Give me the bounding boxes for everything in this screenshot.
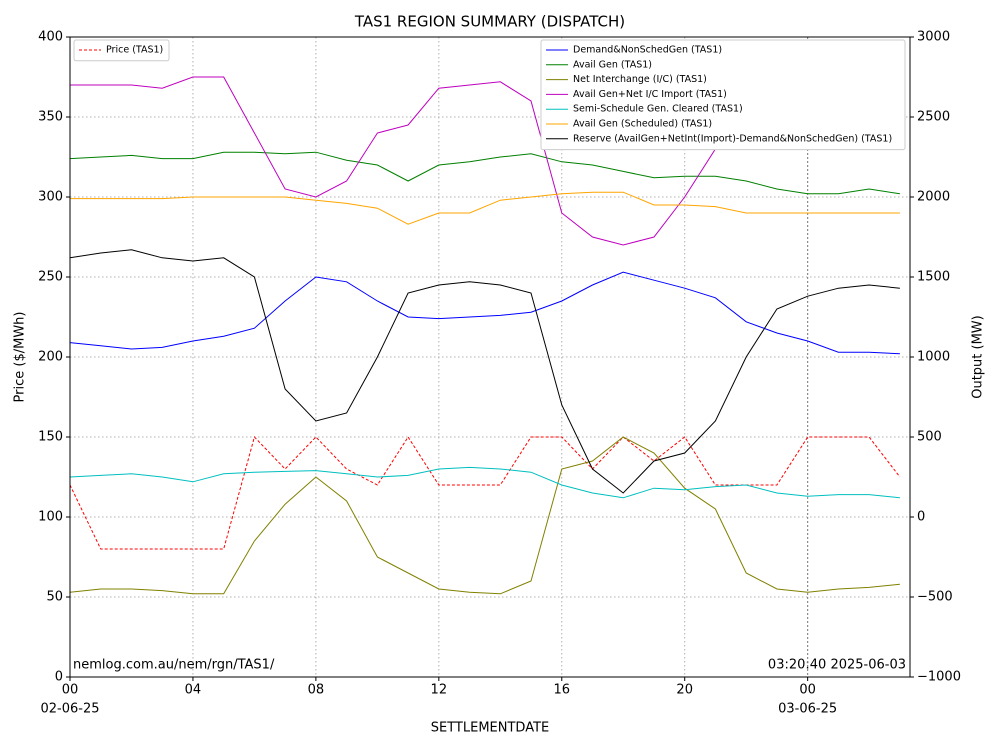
x-axis-label: SETTLEMENTDATE [431,721,550,736]
series-line [69,271,900,355]
series-line [69,436,900,595]
legend-box [540,39,906,151]
y2-tick-label: −500 [917,590,953,605]
y-tick-label: 150 [38,430,63,445]
y-tick-label: 0 [55,670,63,685]
y-tick-label: 100 [38,510,63,525]
series-line [69,151,900,195]
y2-tick-label: 2500 [917,110,950,125]
x-tick-label: 00 [62,683,79,698]
y2-tick-label: 1500 [917,270,950,285]
series-line [69,436,901,550]
chart-title: TAS1 REGION SUMMARY (DISPATCH) [354,13,625,31]
y-tick-label: 400 [38,30,63,45]
y2-tick-label: 3000 [917,30,950,45]
y-tick-label: 200 [38,350,63,365]
source-note: nemlog.com.au/nem/rgn/TAS1/ [73,658,275,673]
legend-label: Avail Gen+Net I/C Import (TAS1) [573,89,727,100]
legend-label: Avail Gen (Scheduled) (TAS1) [573,119,712,130]
x-tick-label: 16 [553,683,570,698]
y2-tick-label: −1000 [917,670,961,685]
x-tick-label: 12 [431,683,448,698]
series-line [70,191,900,225]
legend-box [73,39,170,62]
y-tick-label: 250 [38,270,63,285]
y2-tick-label: 1000 [917,350,950,365]
legend-label: Net Interchange (I/C) (TAS1) [573,74,707,85]
plot-frame [69,36,911,678]
y-tick-label: 350 [38,110,63,125]
x-date-label: 02-06-25 [40,702,99,717]
legend-label: Price (TAS1) [106,45,163,56]
y-axis-label: Price ($/MWh) [13,312,28,403]
x-tick-label: 08 [308,683,325,698]
legend-label: Demand&NonSchedGen (TAS1) [573,45,722,56]
y-tick-label: 50 [46,590,63,605]
legend-label: Semi-Schedule Gen. Cleared (TAS1) [573,104,743,115]
x-tick-label: 00 [799,683,816,698]
timestamp-note: 03:20:40 2025-06-03 [768,658,906,673]
y-tick-label: 300 [38,190,63,205]
series-line [69,466,900,499]
y2-tick-label: 0 [917,510,925,525]
y2-tick-label: 2000 [917,190,950,205]
legend-label: Avail Gen (TAS1) [573,59,652,70]
y2-axis-label: Output (MW) [971,315,986,399]
x-tick-label: 20 [676,683,693,698]
y2-tick-label: 500 [917,430,942,445]
x-tick-label: 04 [185,683,202,698]
x-date-label: 03-06-25 [778,702,837,717]
series-line [69,249,900,494]
legend-label: Reserve (AvailGen+NetInt(Import)-Demand&… [573,133,892,144]
legend: Price (TAS1) [73,39,170,62]
legend-2: Demand&NonSchedGen (TAS1) Avail Gen (TAS1… [540,39,906,151]
